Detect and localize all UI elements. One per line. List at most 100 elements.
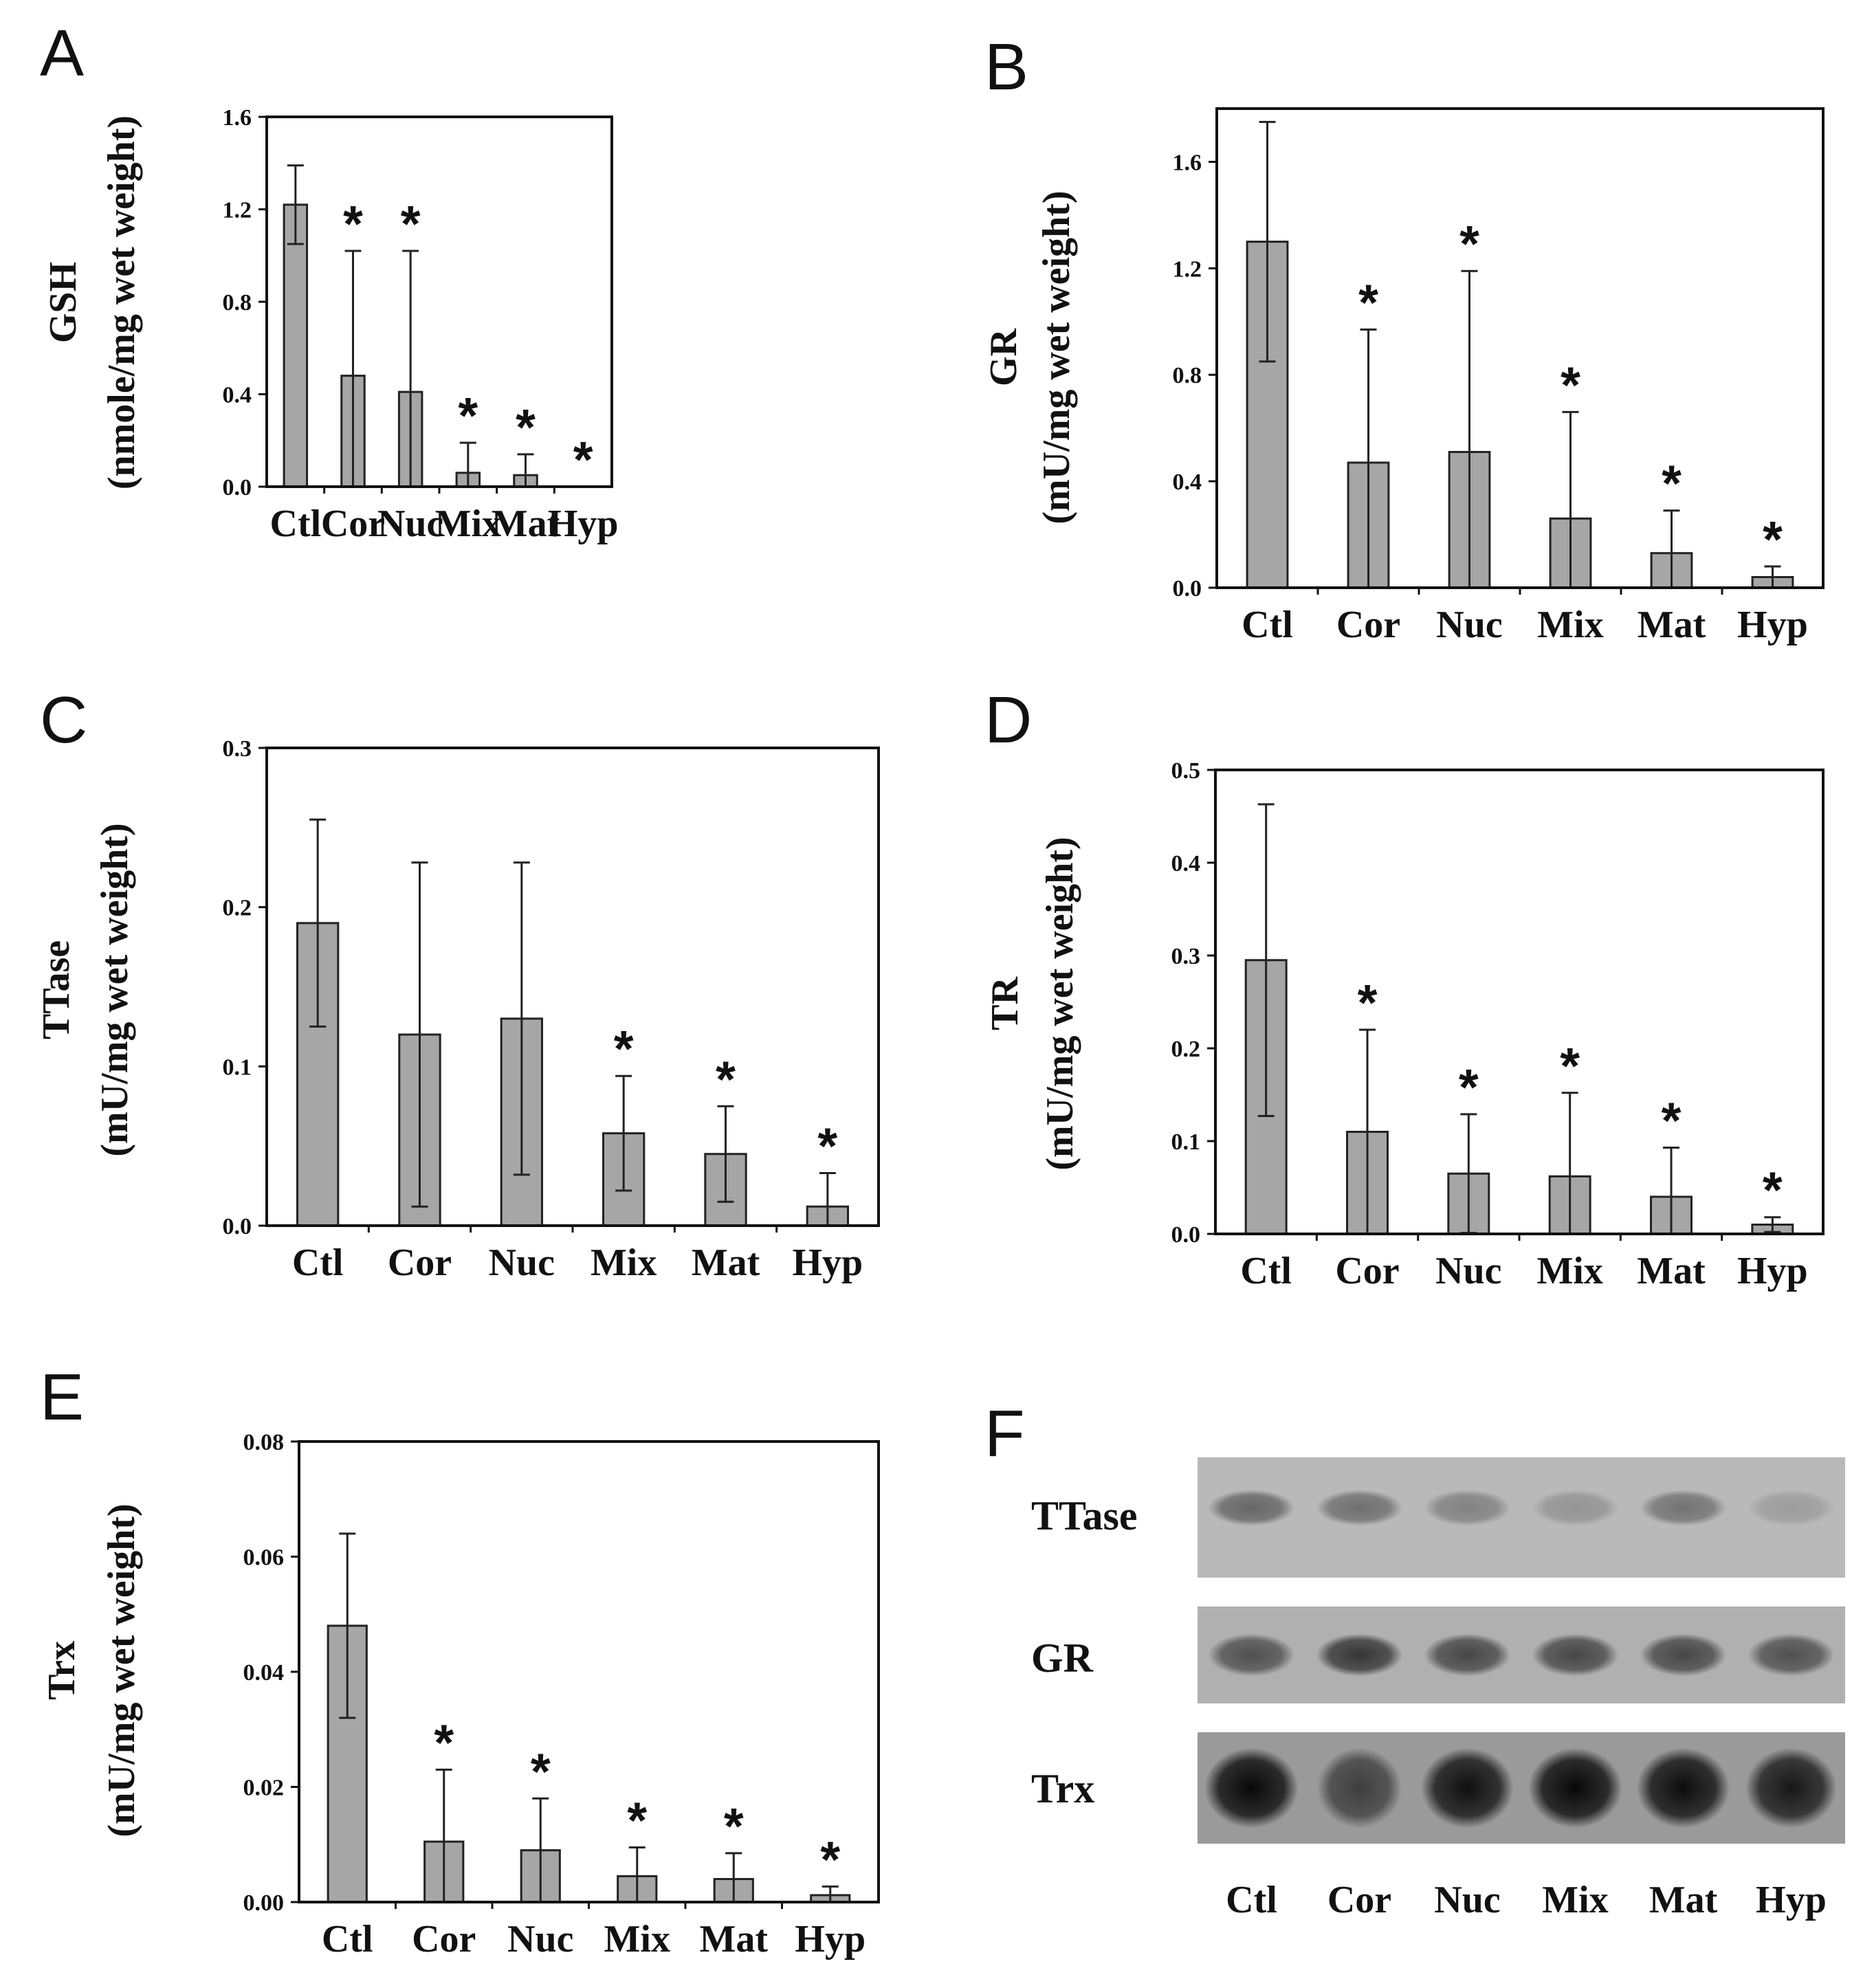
plot-frame [298, 1440, 880, 1903]
significance-star: * [1358, 274, 1378, 331]
x-tick-label: Mix [435, 502, 501, 545]
blot-lane-label: Ctl [1226, 1879, 1277, 1921]
y-tick-label: 0.0 [223, 475, 252, 500]
panel-D: D TR (mU/mg wet weight) 0.0 0.1 0.2 0.3 0.4 0.5 C… [984, 683, 1825, 1292]
x-tick-label: Nuc [377, 502, 443, 545]
blot-lane-label: Cor [1327, 1879, 1391, 1921]
x-tick-label: Hyp [1737, 1250, 1808, 1292]
y-tick-label: 0.08 [243, 1430, 285, 1455]
x-tick-label: Ctl [322, 1918, 373, 1961]
blot-lane-label: Nuc [1434, 1879, 1500, 1921]
panel-A: A GSH (nmole/mg wet weight) 0.0 0.4 0.8 1.2 1.6… [40, 16, 619, 545]
y-tick-label: 0.0 [223, 1214, 252, 1239]
x-tick-label: Mat [1638, 604, 1706, 646]
y-tick-label: 1.6 [223, 105, 252, 131]
significance-star: * [627, 1791, 647, 1848]
blot-band [1748, 1633, 1835, 1677]
x-tick-label: Nuc [1435, 1250, 1501, 1292]
x-tick-label: Cor [1335, 1250, 1399, 1292]
significance-star: * [724, 1798, 744, 1855]
significance-star: * [820, 1831, 840, 1888]
x-tick-label: Cor [388, 1241, 452, 1284]
x-tick-label: Mix [1536, 1250, 1602, 1292]
blot-band [1424, 1633, 1511, 1677]
significance-star: * [1763, 1162, 1783, 1219]
x-tick-label: Cor [321, 502, 385, 545]
x-tick-label: Hyp [548, 502, 619, 545]
y-tick-label: 0.4 [1171, 851, 1201, 876]
blot-band [1640, 1490, 1727, 1526]
y-tick-label: 0.04 [243, 1660, 285, 1686]
x-tick-label: Hyp [1737, 604, 1808, 646]
y-tick-label: 0.02 [243, 1776, 285, 1801]
blot-row-label: TTase [1031, 1493, 1138, 1538]
blot-lane-label: Mix [1542, 1879, 1608, 1921]
blot-band [1421, 1747, 1514, 1829]
significance-star: * [573, 431, 593, 488]
blot-row: GR [1031, 1606, 1845, 1703]
significance-star: * [1358, 974, 1378, 1031]
significance-star: * [516, 399, 536, 456]
significance-star: * [458, 387, 478, 444]
y-tick-label: 0.06 [243, 1545, 285, 1571]
blot-band [1317, 1747, 1402, 1829]
x-tick-label: Mix [591, 1241, 657, 1284]
blot-band [1636, 1747, 1730, 1829]
significance-star: * [1560, 1037, 1580, 1094]
y-tick-label: 0.2 [223, 896, 252, 921]
significance-star: * [1459, 215, 1479, 272]
y-axis-units: (nmole/mg wet weight) [100, 115, 143, 489]
blot-band [1745, 1747, 1837, 1829]
blot-band [1316, 1490, 1403, 1526]
x-tick-label: Ctl [1240, 1250, 1292, 1292]
y-tick-label: 0.3 [1171, 944, 1201, 969]
x-tick-label: Mix [604, 1918, 670, 1961]
y-tick-label: 0.8 [223, 290, 252, 316]
x-tick-label: Ctl [270, 502, 322, 545]
blot-band [1532, 1490, 1619, 1526]
blot-band [1208, 1490, 1295, 1526]
panel-E: E Trx (mU/mg wet weight) 0.00 0.02 0.04 0.06 0.… [40, 1360, 880, 1961]
panel-C: C TTase (mU/mg wet weight) 0.0 0.1 0.2 0.3 Ctl C… [35, 683, 880, 1284]
x-tick-label: Nuc [1436, 604, 1502, 646]
blot-row: TTase [1031, 1457, 1845, 1578]
blot-band [1208, 1633, 1295, 1677]
x-tick-label: Hyp [792, 1241, 863, 1284]
y-tick-label: 1.2 [223, 198, 252, 223]
y-tick-label: 1.2 [1173, 256, 1202, 282]
y-axis-title: TTase [35, 940, 78, 1039]
y-axis-title: GR [982, 328, 1025, 386]
panel-letter: A [40, 16, 84, 90]
significance-star: * [343, 195, 363, 252]
significance-star: * [817, 1118, 837, 1175]
y-tick-label: 0.4 [1173, 470, 1202, 495]
panel-letter: E [40, 1360, 84, 1434]
significance-star: * [401, 195, 421, 252]
plot-frame [1214, 769, 1825, 1235]
blot-band [1204, 1747, 1299, 1829]
x-tick-label: Cor [1336, 604, 1400, 646]
blot-membrane [1198, 1732, 1845, 1844]
x-tick-label: Mix [1537, 604, 1603, 646]
y-tick-label: 0.2 [1171, 1037, 1201, 1062]
y-axis-title: Trx [41, 1641, 83, 1700]
y-axis-units: (mU/mg wet weight) [100, 1503, 143, 1837]
y-tick-label: 0.4 [223, 383, 252, 408]
blot-row-label: GR [1031, 1635, 1094, 1681]
panel-letter: C [40, 683, 87, 757]
plot-frame [265, 115, 613, 488]
y-tick-label: 0.1 [1171, 1129, 1201, 1155]
significance-star: * [1763, 511, 1783, 568]
blot-band [1424, 1490, 1511, 1526]
significance-star: * [1662, 455, 1682, 512]
blot-band [1528, 1747, 1622, 1829]
blot-lane-label: Mat [1649, 1879, 1718, 1921]
y-tick-label: 1.6 [1173, 150, 1202, 175]
y-axis-title: GSH [42, 262, 85, 343]
blot-band [1640, 1633, 1727, 1677]
y-axis-units: (mU/mg wet weight) [93, 823, 136, 1156]
significance-star: * [1662, 1092, 1682, 1149]
x-tick-label: Ctl [1242, 604, 1293, 646]
y-tick-label: 0.0 [1173, 576, 1202, 601]
y-axis-units: (mU/mg wet weight) [1035, 190, 1078, 524]
